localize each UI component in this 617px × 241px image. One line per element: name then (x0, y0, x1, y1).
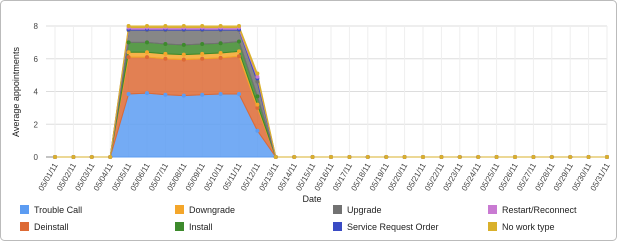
legend-swatch (20, 205, 29, 214)
point (237, 54, 241, 59)
point (71, 155, 76, 159)
point (218, 91, 223, 96)
y-axis-title: Average appointments (11, 47, 21, 137)
point (145, 24, 149, 28)
point (605, 155, 609, 159)
point (237, 24, 241, 28)
point (255, 94, 260, 99)
point (53, 155, 57, 159)
legend-swatch (175, 222, 184, 231)
point (255, 79, 260, 84)
point (513, 155, 517, 159)
legend-swatch (488, 205, 497, 214)
point (476, 155, 481, 159)
point (126, 55, 131, 60)
legend-label: No work type (502, 222, 555, 232)
legend-label: Service Request Order (347, 222, 439, 232)
point (255, 102, 260, 107)
point (126, 50, 131, 55)
point (365, 155, 370, 159)
point (126, 24, 131, 28)
point (384, 155, 389, 159)
legend-swatch (333, 205, 342, 214)
point (439, 155, 444, 159)
point (347, 155, 352, 159)
point (457, 155, 462, 159)
point (237, 91, 241, 96)
legend-swatch (175, 205, 184, 214)
point (218, 51, 223, 56)
point (292, 155, 297, 159)
y-tick-label: 4 (34, 88, 39, 97)
point (200, 42, 205, 47)
point (145, 50, 149, 55)
point (181, 93, 186, 98)
point (145, 55, 149, 60)
point (200, 92, 205, 97)
point (181, 57, 186, 62)
y-tick-label: 2 (34, 120, 39, 129)
legend-label: Trouble Call (34, 205, 82, 215)
point (586, 155, 591, 159)
legend-label: Downgrade (189, 205, 235, 215)
point (255, 105, 260, 110)
point (218, 24, 223, 28)
point (200, 24, 205, 28)
point (181, 42, 186, 47)
point (549, 155, 554, 159)
point (255, 128, 260, 133)
point (200, 56, 205, 61)
y-tick-label: 8 (34, 22, 39, 31)
legend-label: Restart/Reconnect (502, 205, 577, 215)
legend-label: Upgrade (347, 205, 382, 215)
point (126, 91, 131, 96)
point (329, 155, 333, 159)
legend-swatch (488, 222, 497, 231)
legend-label: Deinstall (34, 222, 69, 232)
point (163, 56, 168, 61)
legend-swatch (20, 222, 29, 231)
y-tick-label: 0 (34, 153, 39, 162)
point (568, 155, 573, 159)
point (163, 42, 168, 47)
y-tick-label: 6 (34, 55, 39, 64)
point (494, 155, 499, 159)
point (273, 155, 278, 159)
legend-swatch (333, 222, 342, 231)
point (163, 24, 168, 28)
point (108, 155, 113, 159)
point (218, 55, 223, 60)
point (218, 41, 223, 46)
point (181, 24, 186, 28)
point (310, 155, 315, 159)
point (421, 155, 425, 159)
point (181, 52, 186, 57)
x-axis-title: Date (302, 194, 321, 204)
point (163, 92, 168, 97)
point (200, 51, 205, 56)
point (531, 155, 536, 159)
point (89, 155, 94, 159)
point (145, 40, 149, 45)
point (163, 51, 168, 56)
point (145, 91, 149, 96)
point (237, 39, 241, 44)
legend-label: Install (189, 222, 213, 232)
point (126, 40, 131, 45)
point (402, 155, 407, 159)
point (255, 74, 260, 79)
point (255, 71, 260, 76)
point (237, 49, 241, 54)
